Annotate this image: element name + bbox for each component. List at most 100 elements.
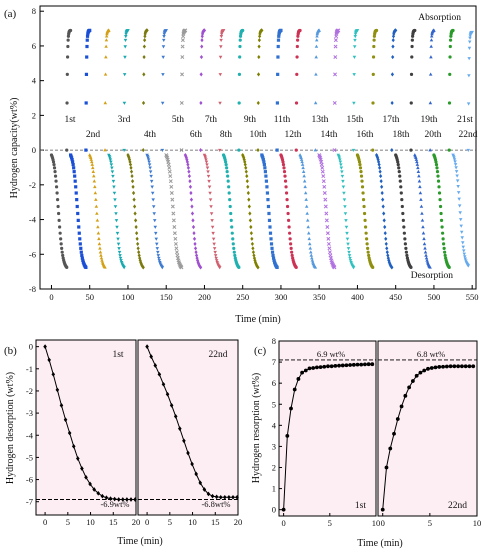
desorption-point-20th-17 xyxy=(421,231,426,235)
desorption-point-14th-4 xyxy=(300,159,304,164)
absorption-point-16th-3 xyxy=(352,55,357,59)
desorption-point-15th-15 xyxy=(324,218,329,223)
y-tick-label-c-2: 2 xyxy=(272,463,276,473)
cycle-label-16th: 16th xyxy=(357,130,374,140)
absorption-point-7th-14 xyxy=(183,28,188,33)
desorption-point-22nd-17 xyxy=(459,230,464,234)
desorption-point-20th-24 xyxy=(425,258,429,262)
absorption-point-11th-3 xyxy=(257,54,261,60)
desorption-point-18th-13 xyxy=(381,204,385,209)
absorption-point-18th-3 xyxy=(391,54,395,60)
absorption-point-16th-5 xyxy=(353,38,357,43)
desorption-point-15th-19 xyxy=(326,241,331,246)
desorption-point-17th-16 xyxy=(363,225,368,229)
desorption-point-8th-7 xyxy=(187,169,191,174)
absorption-point-9th-7 xyxy=(219,32,224,36)
desorption-point-7th-4 xyxy=(166,159,171,164)
absorption-point-17th-3 xyxy=(371,55,376,59)
desorption-point-10th-7 xyxy=(225,170,229,174)
y-tick-label-b-4: -4 xyxy=(26,430,34,440)
desorption-point-9th-8 xyxy=(206,174,211,179)
series-point-c-22nd-9 xyxy=(414,373,419,378)
desorption-point-20th-9 xyxy=(417,179,422,183)
absorption-point-2nd-6 xyxy=(85,34,90,38)
desorption-point-14th-17 xyxy=(306,231,311,235)
desorption-point-6th-5 xyxy=(147,163,152,167)
absorption-point-7th-0 xyxy=(179,148,184,153)
y-tick-label-a-7: 6 xyxy=(32,41,36,51)
series-point-b-1st-2 xyxy=(51,371,56,377)
cycle-10th xyxy=(221,28,245,270)
y-tick-label-c-0: 0 xyxy=(272,505,276,515)
y-tick-label-a-4: 0 xyxy=(32,145,36,155)
desorption-point-8th-11 xyxy=(189,190,193,196)
desorption-point-4th-9 xyxy=(111,179,116,184)
desorption-point-9th-24 xyxy=(214,259,219,263)
desorption-point-4th-13 xyxy=(113,205,118,209)
desorption-point-2nd-8 xyxy=(73,174,77,178)
desorption-point-1st-18 xyxy=(59,237,63,241)
desorption-point-8th-15 xyxy=(191,218,195,223)
desorption-point-18th-6 xyxy=(378,165,382,170)
desorption-point-17th-5 xyxy=(358,162,362,167)
desorption-point-12th-23 xyxy=(271,256,276,260)
desorption-point-13th-14 xyxy=(286,211,290,216)
desorption-point-5th-21 xyxy=(137,250,141,255)
desorption-point-14th-16 xyxy=(306,225,310,229)
desorption-point-3rd-22 xyxy=(99,253,103,257)
plot-frame-a xyxy=(39,5,477,290)
desorption-point-19th-4 xyxy=(396,160,400,164)
desorption-point-20th-23 xyxy=(424,256,429,260)
cycle-5th xyxy=(126,28,149,270)
cycle-15th xyxy=(317,28,341,270)
desorption-point-8th-18 xyxy=(192,236,197,241)
desorption-point-16th-14 xyxy=(343,212,348,216)
desorption-point-4th-11 xyxy=(112,191,117,195)
desorption-point-3rd-11 xyxy=(93,191,98,195)
series-point-b-22nd-10 xyxy=(186,450,190,456)
absorption-point-13th-6 xyxy=(296,34,300,38)
series-point-c-1st-12 xyxy=(326,364,330,369)
desorption-point-10th-10 xyxy=(227,185,231,189)
desorption-point-12th-21 xyxy=(270,250,275,254)
desorption-point-19th-14 xyxy=(401,211,405,216)
cycle-label-1st: 1st xyxy=(64,115,75,125)
desorption-point-4th-8 xyxy=(111,174,115,179)
absorption-point-16th-2 xyxy=(352,73,356,77)
desorption-point-4th-10 xyxy=(112,185,116,189)
desorption-point-2nd-11 xyxy=(74,191,78,195)
desorption-point-4th-16 xyxy=(115,225,119,229)
absorption-point-20th-1 xyxy=(428,101,433,105)
desorption-point-14th-3 xyxy=(299,157,304,161)
absorption-point-13th-14 xyxy=(298,28,302,33)
cycle-label-11th: 11th xyxy=(274,115,291,125)
x-tick-label-b1-2: 10 xyxy=(188,517,197,527)
absorption-point-1st-0 xyxy=(65,148,69,152)
desorption-point-13th-30 xyxy=(294,265,298,270)
desorption-point-9th-18 xyxy=(211,237,216,241)
absorption-point-5th-3 xyxy=(142,54,146,60)
absorption-point-6th-6 xyxy=(162,34,166,39)
desorption-point-9th-5 xyxy=(205,163,209,167)
desorption-point-17th-17 xyxy=(364,231,368,235)
desorption-point-22nd-11 xyxy=(456,191,461,195)
desorption-point-10th-6 xyxy=(225,166,229,170)
desorption-point-19th-21 xyxy=(404,250,408,254)
desorption-point-7th-11 xyxy=(169,191,174,195)
series-point-b-22nd-15 xyxy=(206,491,211,497)
absorption-point-22nd-1 xyxy=(466,102,471,106)
x-tick-label-b1-4: 20 xyxy=(234,517,243,527)
desorption-point-11th-8 xyxy=(245,174,249,179)
desorption-point-19th-20 xyxy=(404,246,408,250)
plot-frame-c1 xyxy=(278,340,377,517)
desorption-point-5th-11 xyxy=(131,190,136,196)
absorption-point-11th-1 xyxy=(256,100,260,106)
absorption-point-3rd-14 xyxy=(107,28,111,32)
desorption-point-3rd-13 xyxy=(94,204,99,208)
desorption-point-2nd-10 xyxy=(74,185,78,189)
desorption-point-18th-14 xyxy=(382,211,386,216)
desorption-point-8th-19 xyxy=(193,241,197,246)
desorption-point-6th-3 xyxy=(146,158,151,162)
desorption-point-11th-30 xyxy=(256,265,260,270)
desorption-point-3rd-4 xyxy=(89,159,94,164)
